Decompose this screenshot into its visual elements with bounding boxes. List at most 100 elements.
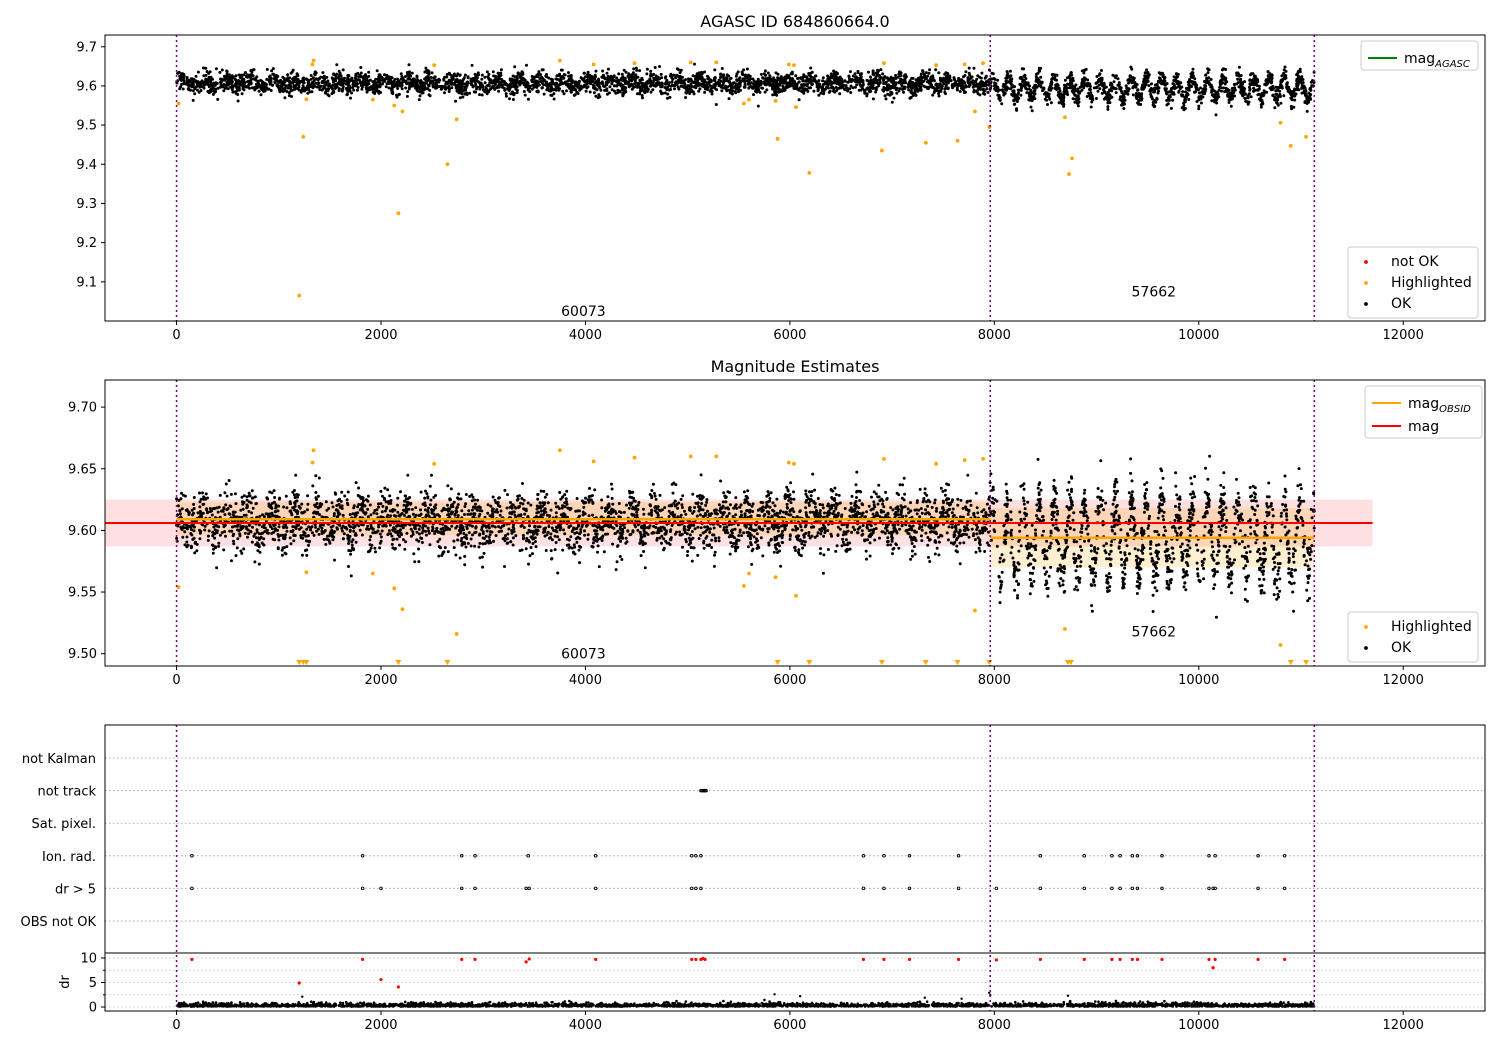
ok-point: [418, 94, 422, 98]
ok-point: [1297, 79, 1301, 83]
ok-point: [393, 83, 397, 87]
ok-point: [331, 89, 335, 93]
ok-point: [636, 75, 640, 79]
ok-point: [356, 85, 360, 89]
ok-point: [230, 88, 234, 92]
ok-point: [528, 90, 532, 94]
ok-point: [539, 73, 542, 76]
ok-point: [1182, 108, 1186, 111]
ok-point: [1152, 90, 1156, 94]
ok-point: [863, 88, 867, 92]
ok-point: [1136, 88, 1140, 92]
ok-point: [263, 81, 267, 85]
ok-point: [736, 86, 740, 90]
ok-point: [1227, 101, 1231, 104]
ok-point: [326, 87, 330, 91]
ok-point: [433, 83, 437, 87]
ok-point: [463, 92, 467, 96]
ok-point: [1252, 74, 1256, 78]
ok-point: [1197, 95, 1201, 99]
ok-point: [782, 87, 786, 91]
ok-point: [427, 78, 431, 82]
ok-point: [491, 86, 495, 90]
ok-point: [884, 80, 888, 84]
ok-point: [198, 491, 201, 495]
ok-point: [398, 543, 401, 547]
ok-point: [178, 74, 182, 78]
ok-point: [1095, 75, 1099, 78]
ok-point: [1269, 80, 1273, 84]
ok-point: [1292, 94, 1296, 98]
ok-point: [714, 103, 718, 106]
ok-point: [904, 81, 908, 85]
ok-point: [642, 89, 646, 93]
ok-point: [752, 79, 756, 83]
ok-point: [991, 72, 995, 76]
ok-point: [906, 85, 910, 89]
ok-point: [470, 63, 474, 67]
ok-point: [780, 89, 784, 93]
ok-point: [724, 88, 728, 92]
ok-point: [624, 90, 628, 94]
ok-point: [612, 84, 616, 88]
ok-point: [1239, 90, 1242, 94]
ok-point: [1075, 94, 1079, 98]
ok-point: [773, 90, 776, 94]
ok-point: [851, 74, 855, 78]
ok-point: [278, 89, 282, 92]
ok-point: [231, 90, 235, 94]
ok-point: [1030, 109, 1034, 113]
ok-point: [883, 87, 887, 91]
ok-point: [832, 69, 836, 73]
ok-point: [918, 77, 922, 81]
ok-point: [857, 88, 861, 92]
ok-point: [1171, 98, 1175, 102]
ok-point: [1282, 68, 1286, 72]
ok-point: [1218, 85, 1222, 89]
ok-point: [631, 72, 635, 76]
ok-point: [322, 84, 326, 88]
ok-point: [1298, 67, 1302, 71]
ok-point: [298, 80, 302, 84]
ok-point: [1273, 95, 1277, 99]
ok-point: [888, 93, 892, 97]
ok-point: [499, 68, 503, 72]
ok-point: [889, 90, 893, 94]
ok-point: [1186, 93, 1190, 97]
ok-point: [1143, 71, 1147, 75]
ok-point: [617, 72, 621, 76]
ok-point: [1307, 100, 1311, 104]
ok-point: [1155, 83, 1159, 86]
ok-point: [487, 72, 491, 76]
ok-point: [616, 91, 619, 95]
ok-point: [666, 96, 669, 100]
ok-point: [485, 70, 489, 74]
ok-point: [480, 73, 484, 77]
ok-point: [554, 77, 558, 81]
ok-point: [1273, 106, 1277, 110]
ok-point: [901, 87, 904, 91]
ok-point: [471, 78, 475, 81]
highlighted-point: [981, 61, 985, 66]
ok-point: [1193, 77, 1197, 81]
ok-point: [1104, 85, 1108, 89]
ok-point: [526, 97, 530, 101]
ok-point: [530, 74, 534, 78]
ok-point: [342, 77, 346, 81]
ok-point: [996, 78, 1000, 82]
ok-point: [415, 80, 419, 84]
ok-point: [193, 92, 197, 96]
ok-point: [1041, 89, 1044, 93]
ok-point: [1003, 82, 1007, 86]
ok-point: [742, 85, 746, 89]
ok-point: [525, 63, 528, 67]
ok-point: [191, 83, 195, 87]
ok-point: [520, 73, 523, 77]
ok-point: [234, 74, 238, 78]
ok-point: [178, 87, 182, 91]
ok-point: [679, 68, 683, 72]
ok-point: [220, 68, 224, 72]
ok-point: [1186, 80, 1190, 84]
ok-point: [630, 76, 634, 80]
ok-point: [466, 80, 470, 84]
